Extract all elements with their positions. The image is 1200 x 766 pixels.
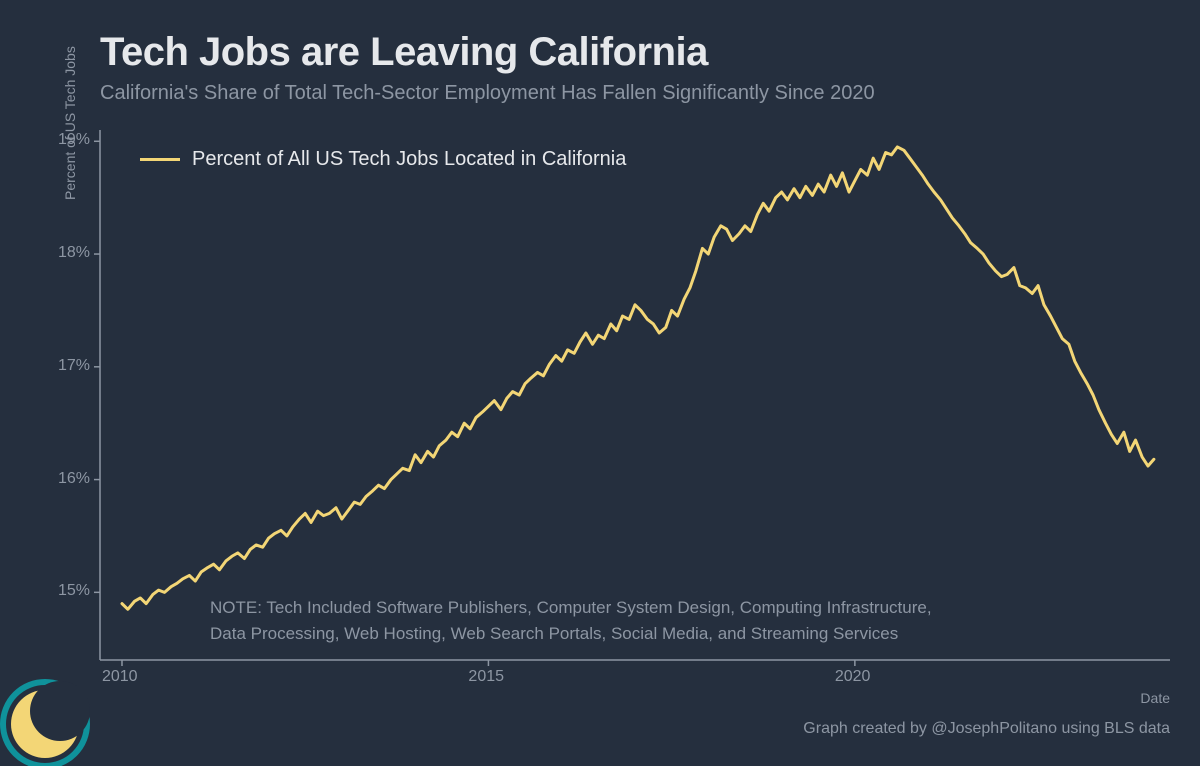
- legend-swatch: [140, 158, 180, 161]
- chart-subtitle: California's Share of Total Tech-Sector …: [100, 82, 875, 105]
- y-tick-label: 16%: [58, 470, 90, 488]
- x-axis-label: Date: [1140, 690, 1170, 706]
- y-tick-label: 18%: [58, 244, 90, 262]
- y-tick-label: 19%: [58, 131, 90, 149]
- logo-icon: [0, 666, 100, 766]
- footnote-line-1: NOTE: Tech Included Software Publishers,…: [210, 595, 932, 621]
- x-tick-label: 2010: [102, 668, 138, 686]
- legend-label: Percent of All US Tech Jobs Located in C…: [192, 148, 626, 171]
- y-axis-label: Percent of US Tech Jobs: [62, 46, 78, 200]
- legend: Percent of All US Tech Jobs Located in C…: [140, 148, 626, 171]
- y-tick-label: 17%: [58, 357, 90, 375]
- line-chart: [100, 130, 1170, 660]
- y-tick-label: 15%: [58, 582, 90, 600]
- footnote-line-2: Data Processing, Web Hosting, Web Search…: [210, 621, 932, 647]
- x-tick-label: 2020: [835, 668, 871, 686]
- chart-container: Tech Jobs are Leaving California Califor…: [0, 0, 1200, 766]
- chart-title: Tech Jobs are Leaving California: [100, 30, 708, 75]
- x-tick-label: 2015: [468, 668, 504, 686]
- footnote: NOTE: Tech Included Software Publishers,…: [210, 595, 932, 646]
- credit-text: Graph created by @JosephPolitano using B…: [803, 720, 1170, 738]
